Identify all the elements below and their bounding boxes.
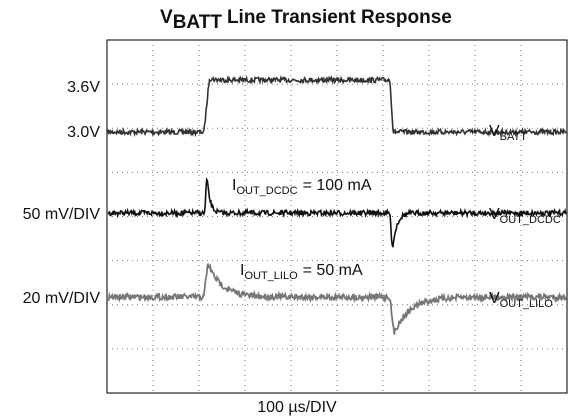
left-label: 20 mV/DIV (23, 290, 101, 307)
left-label: 3.0V (67, 124, 100, 141)
left-label: 50 mV/DIV (23, 206, 101, 223)
vbatt-trace (107, 74, 567, 138)
vout-dcdc-trace (107, 177, 567, 248)
subscript: OUT_LILO (244, 270, 298, 282)
left-label: 3.6V (67, 79, 100, 96)
text: = 100 mA (303, 177, 372, 194)
label: VOUT_LILO (489, 290, 553, 310)
symbol: V (489, 290, 500, 307)
vout-lilo-trace (107, 263, 567, 335)
symbol: I (232, 177, 236, 194)
symbol: V (489, 123, 500, 140)
traces (107, 74, 567, 335)
symbol: V (160, 7, 173, 28)
text: Line Transient Response (227, 7, 452, 28)
subscript: BATT (173, 12, 223, 33)
label: IOUT_LILO = 50 mA (240, 262, 363, 282)
label: IOUT_DCDC = 100 mA (232, 177, 372, 197)
grid (107, 40, 567, 393)
symbol: V (489, 206, 500, 223)
subscript: OUT_DCDC (236, 185, 297, 197)
label: VOUT_DCDC (489, 206, 561, 226)
x-axis-label: 100 µs/DIV (257, 399, 337, 416)
symbol: I (240, 262, 244, 279)
label: VBATT (489, 123, 527, 143)
subscript: OUT_DCDC (500, 214, 561, 226)
text: = 50 mA (303, 262, 363, 279)
label: VBATT Line Transient Response (160, 7, 452, 33)
subscript: BATT (500, 131, 528, 143)
subscript: OUT_LILO (500, 298, 554, 310)
